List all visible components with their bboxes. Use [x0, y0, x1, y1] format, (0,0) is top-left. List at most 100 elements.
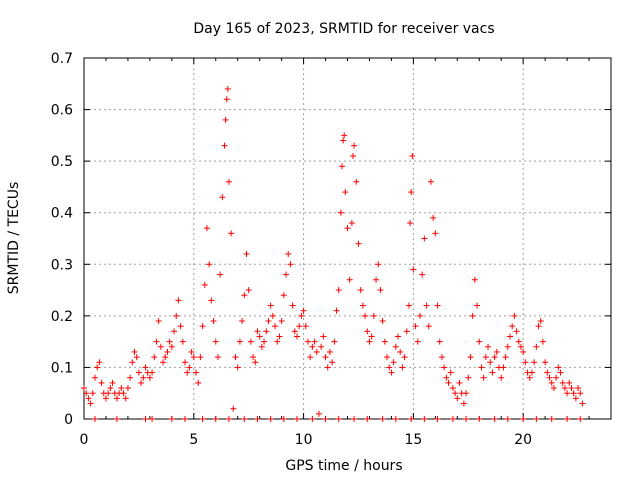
data-point — [212, 338, 219, 345]
data-points — [81, 85, 586, 422]
data-point — [127, 374, 134, 381]
data-point — [432, 230, 439, 237]
data-point — [269, 312, 276, 319]
data-point-baseline — [322, 416, 329, 422]
y-tick-label: 0.6 — [51, 103, 73, 119]
data-point — [133, 354, 140, 361]
data-point-baseline — [364, 416, 371, 422]
y-axis: 0 0.1 0.2 0.3 0.4 0.5 0.6 0.7 — [51, 51, 611, 428]
data-point — [474, 302, 481, 309]
data-point — [561, 385, 568, 392]
data-point — [296, 323, 303, 330]
data-point-baseline — [149, 416, 156, 422]
data-point — [258, 343, 265, 350]
data-point — [203, 225, 210, 232]
data-point — [409, 152, 416, 159]
data-point — [98, 379, 105, 386]
data-point-baseline — [476, 416, 483, 422]
data-point — [222, 116, 229, 123]
data-point-baseline — [168, 416, 175, 422]
data-point — [535, 323, 542, 330]
data-point — [252, 359, 259, 366]
data-point — [304, 338, 311, 345]
x-axis: 0 5 10 15 20 — [80, 58, 590, 448]
data-point — [236, 338, 243, 345]
data-point — [274, 338, 281, 345]
y-axis-label: SRMTID / TECUs — [6, 182, 22, 295]
data-point — [463, 390, 470, 397]
data-point — [471, 276, 478, 283]
data-point — [120, 390, 127, 397]
data-point — [247, 338, 254, 345]
data-point — [313, 348, 320, 355]
data-point-baseline — [199, 416, 206, 422]
data-point — [107, 385, 114, 392]
data-point — [564, 390, 571, 397]
data-point — [362, 312, 369, 319]
data-point — [225, 178, 232, 185]
data-point-baseline — [241, 416, 248, 422]
data-point — [526, 374, 533, 381]
data-point — [241, 292, 248, 299]
data-point-baseline — [421, 416, 428, 422]
data-point — [504, 343, 511, 350]
data-point — [171, 328, 178, 335]
data-point — [96, 359, 103, 366]
data-point — [381, 338, 388, 345]
data-point — [124, 385, 131, 392]
data-point — [349, 152, 356, 159]
data-point — [89, 390, 96, 397]
data-point — [208, 297, 215, 304]
data-point-baseline — [434, 416, 441, 422]
data-point — [500, 364, 507, 371]
data-point — [182, 359, 189, 366]
data-point — [513, 328, 520, 335]
data-point — [568, 385, 575, 392]
data-point — [542, 359, 549, 366]
data-point — [438, 354, 445, 361]
data-point — [168, 343, 175, 350]
data-point — [267, 302, 274, 309]
data-point — [341, 132, 348, 139]
data-point — [528, 369, 535, 376]
data-point — [509, 323, 516, 330]
data-point — [419, 271, 426, 278]
data-point — [283, 271, 290, 278]
data-point — [245, 287, 252, 294]
data-point — [427, 178, 434, 185]
data-point — [298, 312, 305, 319]
data-point — [337, 209, 344, 216]
data-point — [140, 374, 147, 381]
y-tick-label: 0.2 — [51, 309, 73, 325]
data-point — [399, 364, 406, 371]
data-point — [511, 312, 518, 319]
data-point — [537, 318, 544, 325]
data-point — [243, 250, 250, 257]
data-point — [452, 390, 459, 397]
data-point — [456, 379, 463, 386]
y-tick-label: 0.4 — [51, 206, 73, 222]
data-point — [224, 85, 231, 92]
data-point — [476, 338, 483, 345]
data-point — [515, 338, 522, 345]
data-point-baseline — [225, 416, 232, 422]
data-point-baseline — [564, 416, 571, 422]
data-point — [186, 364, 193, 371]
data-point — [344, 225, 351, 232]
data-point — [102, 395, 109, 402]
data-point — [342, 189, 349, 196]
data-point — [326, 348, 333, 355]
data-point — [166, 338, 173, 345]
data-point — [146, 374, 153, 381]
data-point — [197, 354, 204, 361]
data-point — [570, 390, 577, 397]
data-point — [324, 364, 331, 371]
data-point — [449, 385, 456, 392]
data-point — [254, 328, 261, 335]
data-point — [384, 354, 391, 361]
y-tick-label: 0 — [64, 412, 73, 428]
data-point-baseline — [267, 416, 274, 422]
data-point — [94, 364, 101, 371]
data-point — [412, 323, 419, 330]
